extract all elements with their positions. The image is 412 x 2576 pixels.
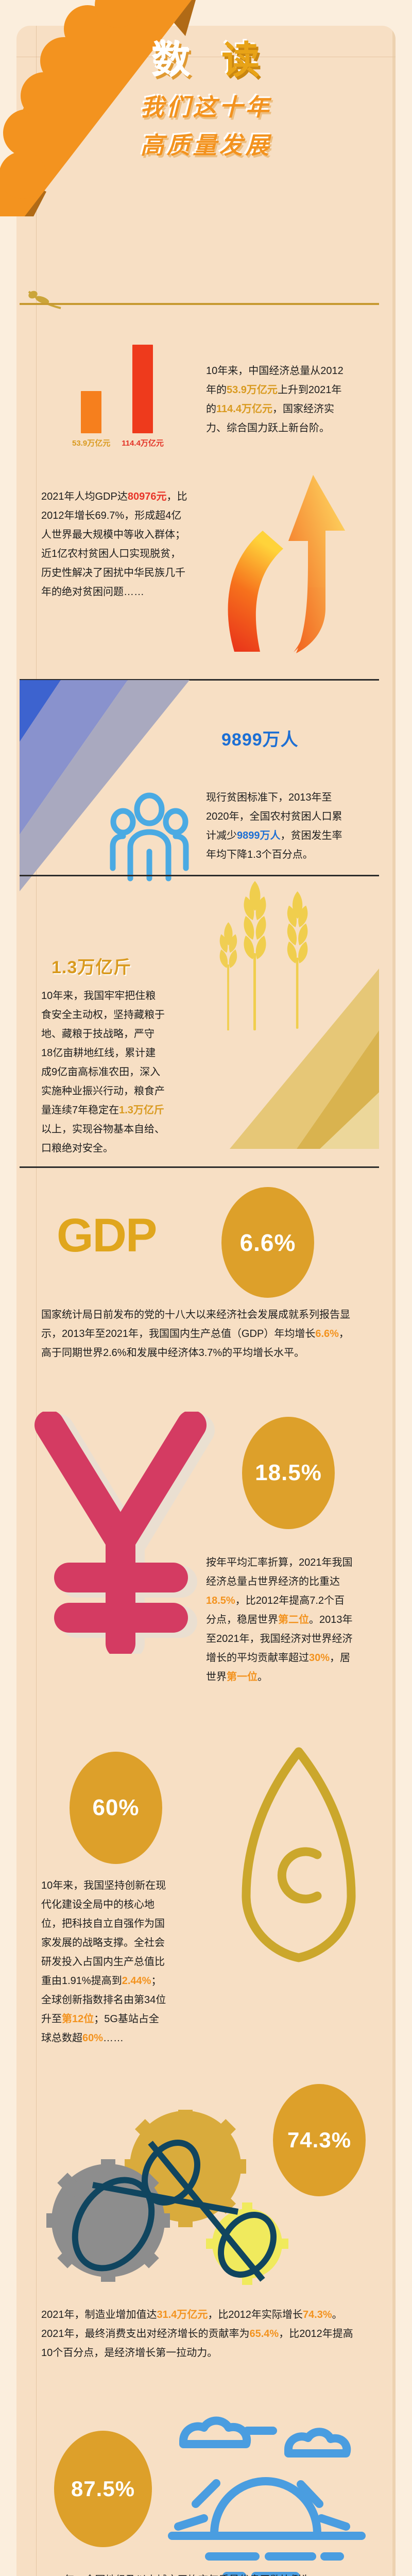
section-innovation: 60% 10年来，我国坚持创新在现代化建设全局中的核心地位，把科技自立自强作为国… <box>0 1736 379 2066</box>
section-gdp-growth: GDP 6.6% 国家统计局日前发布的党的十八大以来经济社会发展成就系列报告显示… <box>0 1167 379 1410</box>
title-block: 数 读 我们这十年 高质量发展 <box>0 40 412 161</box>
rocket-icon <box>242 1747 356 1962</box>
innovation-body: 10年来，我国坚持创新在现代化建设全局中的核心地位，把科技自立自强作为国家发展的… <box>41 1880 166 2044</box>
economy-highlight-2: 114.4万亿元 <box>216 403 272 415</box>
gold-diagonal-band <box>230 969 379 1149</box>
growth-arrow-icon <box>228 475 345 653</box>
section-grain: 1.3万亿斤 10年来，我国牢牢把住粮食安全主动权，坚持藏粮于地、藏粮于技战略，… <box>0 876 379 1154</box>
divider-1 <box>20 679 379 681</box>
grain-highlight: 1.3万亿斤 <box>119 1105 164 1116</box>
card-right-edge <box>392 26 396 2576</box>
bar-2012 <box>81 391 102 433</box>
grain-headline: 1.3万亿斤 <box>52 958 132 977</box>
section-per-capita-gdp: 2021年人均GDP达80976元，比2012年增长69.7%，形成超4亿人世界… <box>0 475 379 653</box>
gdp-bubble: 6.6% <box>221 1187 314 1298</box>
yuan-symbol-icon <box>35 1412 215 1654</box>
manufacturing-bubble: 74.3% <box>273 2084 366 2196</box>
page-title: 数 读 <box>152 39 270 81</box>
manufacturing-body: 2021年，制造业增加值达31.4万亿元，比2012年实际增长74.3%。202… <box>41 2309 353 2359</box>
manufacturing-highlight-2: 74.3% <box>302 2309 332 2320</box>
world-share-highlight-4: 第一位 <box>227 1671 258 1683</box>
wheat-ears-icon <box>219 881 308 1030</box>
section-poverty: 9899万人 现行贫困标准下，2013年至2020年，全国农村贫困人口累计减少9… <box>0 680 379 896</box>
bar-label-2021: 114.4万亿元 <box>122 439 164 448</box>
bar-2021 <box>132 345 153 433</box>
poverty-headline: 9899万人 <box>221 730 299 750</box>
per-capita-body: 2021年人均GDP达80976元，比2012年增长69.7%，形成超4亿人世界… <box>41 491 187 598</box>
economy-highlight-1: 53.9万亿元 <box>227 384 278 396</box>
section-air-quality: 87.5% 2021年，全国地级及以上城市平均空气质量优良天数比例为87.5% <box>0 2416 379 2576</box>
gdp-word: GDP <box>57 1209 157 1262</box>
bar-chart: 53.9万亿元 114.4万亿元 <box>72 345 164 448</box>
card-guide-line-left <box>36 26 37 2576</box>
manufacturing-highlight-1: 31.4万亿元 <box>157 2309 208 2320</box>
section-divider-gold <box>20 303 379 305</box>
section-economy-total: 53.9万亿元 114.4万亿元 10年来，中国经济总量从2012年的53.9万… <box>0 314 379 469</box>
world-share-body: 按年平均汇率折算，2021年我国经济总量占世界经济的比重达18.5%，比2012… <box>206 1557 353 1683</box>
blue-diagonal-band <box>20 680 190 891</box>
innovation-highlight-3: 60% <box>82 2032 104 2044</box>
world-share-highlight-2: 第二位 <box>278 1614 309 1625</box>
bar-group-2021: 114.4万亿元 <box>122 345 164 448</box>
section-world-share: 18.5% 按年平均汇率折算，2021年我国经济总量占世界经济的比重达18.5%… <box>0 1401 379 1721</box>
grain-body: 10年来，我国牢牢把住粮食安全主动权，坚持藏粮于地、藏粮于技战略，严守18亿亩耕… <box>41 990 165 1154</box>
gdp-body: 国家统计局日前发布的党的十八大以来经济社会发展成就系列报告显示，2013年至20… <box>41 1309 350 1359</box>
air-quality-body: 2021年，全国地级及以上城市平均空气质量优良天数比例为87.5%，比2015年… <box>41 2571 360 2576</box>
wheat-sprig-icon <box>28 291 61 309</box>
per-capita-highlight: 80976元 <box>127 491 167 502</box>
manufacturing-highlight-3: 65.4% <box>249 2328 279 2340</box>
world-share-highlight-3: 30% <box>309 1652 330 1664</box>
subtitle-line-2: 高质量发展 <box>140 131 272 159</box>
poverty-body: 现行贫困标准下，2013年至2020年，全国农村贫困人口累计减少9899万人，贫… <box>206 792 342 860</box>
sunrise-icon <box>168 2416 366 2576</box>
subtitle-line-1: 我们这十年 <box>140 93 272 121</box>
innovation-bubble: 60% <box>70 1752 162 1864</box>
air-quality-bubble: 87.5% <box>54 2431 152 2547</box>
bar-group-2012: 53.9万亿元 <box>72 391 110 448</box>
section-manufacturing: 74.3% 2021年，制造业增加值达31.4万亿元，比2012年实际增长74.… <box>0 2079 379 2359</box>
gears-icon <box>46 2110 288 2285</box>
poverty-highlight: 9899万人 <box>237 830 281 841</box>
divider-3 <box>20 1166 379 1168</box>
innovation-highlight-1: 2.44% <box>122 1975 151 1987</box>
air-quality-highlight-1: 87.5% <box>312 2574 341 2576</box>
divider-2 <box>20 875 379 876</box>
innovation-highlight-2: 第12位 <box>62 2013 94 2025</box>
world-share-bubble: 18.5% <box>242 1417 335 1529</box>
people-group-icon <box>110 792 189 882</box>
economy-total-body: 10年来，中国经济总量从2012年的53.9万亿元上升到2021年的114.4万… <box>206 365 344 434</box>
gdp-highlight: 6.6% <box>315 1328 339 1340</box>
bar-label-2012: 53.9万亿元 <box>72 439 111 448</box>
world-share-highlight-1: 18.5% <box>206 1595 235 1606</box>
